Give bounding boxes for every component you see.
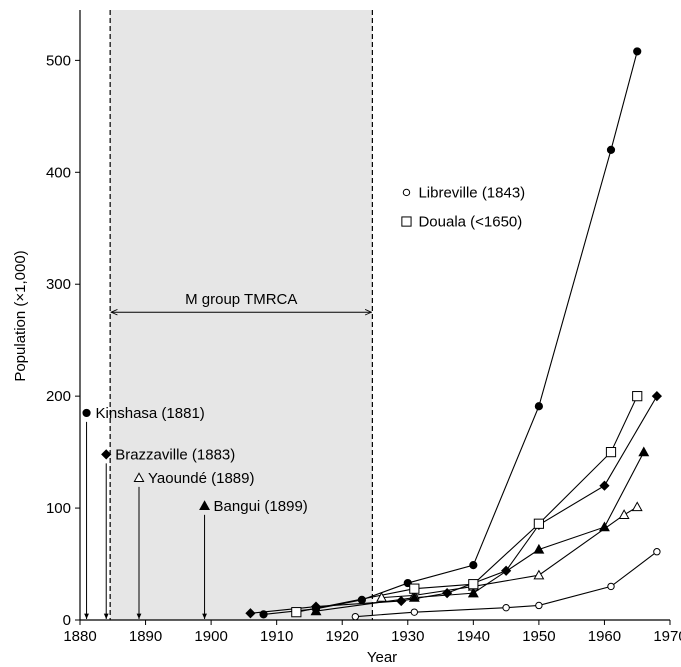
data-point-douala bbox=[291, 607, 302, 618]
series-line-douala bbox=[296, 395, 638, 613]
data-point-libreville bbox=[410, 608, 419, 616]
x-tick-label-1880: 1880 bbox=[63, 628, 96, 645]
data-point-douala bbox=[533, 518, 544, 529]
tmrca-label: M group TMRCA bbox=[185, 291, 297, 308]
founding-marker-kinshasa bbox=[82, 408, 91, 418]
data-point-kinshasa bbox=[633, 47, 642, 56]
legend-marker-douala bbox=[401, 216, 412, 227]
founding-marker-brazzaville bbox=[101, 449, 112, 460]
x-tick-label-1890: 1890 bbox=[129, 628, 162, 645]
data-point-douala bbox=[468, 579, 479, 590]
data-point-brazzaville bbox=[442, 588, 453, 599]
data-point-kinshasa bbox=[469, 561, 478, 570]
data-point-brazzaville bbox=[651, 391, 662, 402]
x-axis-title: Year bbox=[367, 649, 397, 666]
x-tick-label-1900: 1900 bbox=[194, 628, 227, 645]
data-point-douala bbox=[605, 447, 617, 458]
y-tick-label-100: 100 bbox=[46, 500, 71, 517]
y-tick-label-200: 200 bbox=[46, 388, 71, 405]
data-point-bangui bbox=[638, 446, 650, 457]
x-tick-label-1930: 1930 bbox=[391, 628, 424, 645]
annotation-layer: Kinshasa (1881) Brazzaville (1883) Yaoundé… bbox=[82, 184, 525, 619]
y-tick-label-300: 300 bbox=[46, 276, 71, 293]
legend-marker-libreville bbox=[402, 188, 411, 197]
y-tick-label-0: 0 bbox=[63, 612, 71, 629]
x-tick-label-1920: 1920 bbox=[326, 628, 359, 645]
data-point-yaound bbox=[631, 501, 643, 512]
legend-label-douala: Douala (<1650) bbox=[418, 214, 522, 231]
tmrca-region-layer: M group TMRCA bbox=[109, 10, 373, 620]
axes-layer: 1880 1890 1900 1910 1920 1930 1940 1950 1960 197 0… bbox=[46, 10, 681, 645]
series-lines-layer bbox=[250, 51, 658, 618]
data-point-yaound bbox=[533, 569, 545, 580]
founding-label-yaound: Yaoundé (1889) bbox=[148, 470, 254, 487]
x-tick-label-1910: 1910 bbox=[260, 628, 293, 645]
data-point-libreville bbox=[351, 612, 360, 621]
founding-label-kinshasa: Kinshasa (1881) bbox=[96, 405, 205, 422]
data-point-bangui bbox=[408, 591, 420, 602]
data-point-yaound bbox=[618, 509, 630, 519]
data-point-libreville bbox=[535, 601, 543, 610]
series-line-kinshasa bbox=[263, 51, 638, 615]
data-point-douala bbox=[632, 391, 643, 402]
legend-label-libreville: Libreville (1843) bbox=[418, 184, 525, 201]
data-point-douala bbox=[409, 583, 420, 594]
data-point-libreville bbox=[502, 603, 510, 612]
data-point-yaound bbox=[376, 591, 388, 602]
founding-marker-bangui bbox=[199, 500, 211, 511]
data-point-brazzaville bbox=[501, 565, 512, 576]
x-tick-label-1960: 1960 bbox=[588, 628, 621, 645]
data-point-libreville bbox=[607, 582, 615, 591]
founding-label-bangui: Bangui (1899) bbox=[214, 498, 308, 515]
data-point-kinshasa bbox=[259, 610, 268, 619]
data-point-libreville bbox=[653, 548, 661, 556]
tmrca-shaded-region bbox=[110, 10, 373, 620]
x-tick-label-1950: 1950 bbox=[522, 628, 555, 645]
data-point-brazzaville bbox=[245, 608, 256, 619]
y-tick-label-400: 400 bbox=[46, 164, 71, 181]
series-line-libreville bbox=[355, 551, 658, 618]
y-axis-title: Population (×1,000) bbox=[12, 250, 29, 381]
data-point-bangui bbox=[467, 587, 479, 598]
data-point-bangui bbox=[310, 605, 322, 616]
x-tick-label-1940: 1940 bbox=[457, 628, 490, 645]
y-tick-label-500: 500 bbox=[46, 52, 71, 69]
series-line-yaound bbox=[381, 506, 638, 599]
series-markers-layer bbox=[245, 47, 662, 621]
data-point-brazzaville bbox=[599, 480, 610, 491]
data-point-brazzaville bbox=[396, 595, 407, 607]
founding-marker-yaound bbox=[133, 472, 145, 483]
data-point-kinshasa bbox=[606, 145, 616, 155]
data-point-kinshasa bbox=[357, 595, 366, 604]
data-point-bangui bbox=[533, 543, 545, 554]
founding-label-brazzaville: Brazzaville (1883) bbox=[115, 446, 235, 463]
data-point-bangui bbox=[598, 521, 610, 532]
data-point-kinshasa bbox=[534, 402, 543, 411]
